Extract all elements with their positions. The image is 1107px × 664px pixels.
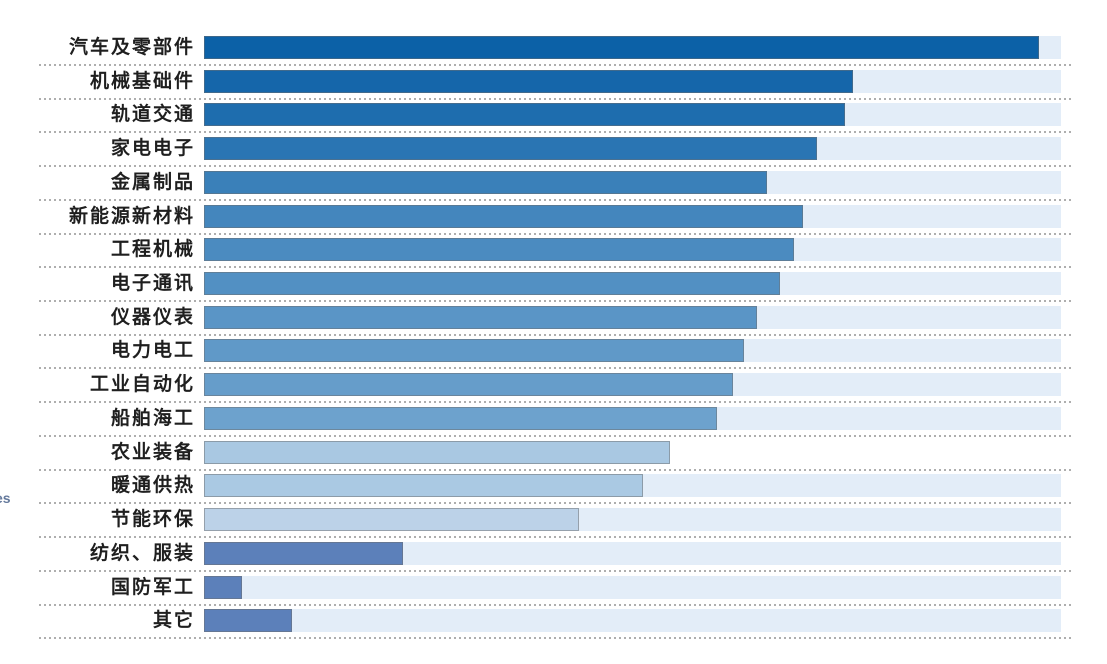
row-separator-dotted-line — [39, 266, 1071, 268]
row-separator-dotted-line — [39, 536, 1071, 538]
category-label: 船舶海工 — [110, 408, 195, 429]
category-label: 国防军工 — [110, 577, 195, 598]
bar-row: 工程机械 — [0, 238, 1107, 272]
category-label: 工程机械 — [110, 239, 195, 260]
bar — [204, 36, 1039, 59]
bar-row: 电力电工 — [0, 339, 1107, 373]
row-separator-dotted-line — [39, 435, 1071, 437]
row-separator-dotted-line — [39, 469, 1071, 471]
bar — [204, 171, 767, 194]
bar-row: 船舶海工 — [0, 407, 1107, 441]
category-label: 工业自动化 — [89, 374, 195, 395]
row-separator-dotted-line — [39, 367, 1071, 369]
row-separator-dotted-line — [39, 98, 1071, 100]
category-label: 电子通讯 — [110, 273, 195, 294]
bar-row: 新能源新材料 — [0, 205, 1107, 239]
bar — [204, 306, 757, 329]
category-label: 金属制品 — [110, 172, 195, 193]
bar — [204, 339, 744, 362]
bar-track — [204, 576, 1061, 599]
clipped-edge-text: es — [0, 490, 11, 506]
row-separator-dotted-line — [39, 502, 1071, 504]
bar-row: 汽车及零部件 — [0, 36, 1107, 70]
bar-track — [204, 609, 1061, 632]
bar-track — [204, 542, 1061, 565]
row-separator-dotted-line — [39, 637, 1071, 639]
bar-row: 金属制品 — [0, 171, 1107, 205]
bar-row: 仪器仪表 — [0, 306, 1107, 340]
row-separator-dotted-line — [39, 199, 1071, 201]
category-label: 家电电子 — [110, 138, 195, 159]
bar — [204, 238, 794, 261]
bar — [204, 272, 780, 295]
bar-row: 暖通供热 — [0, 474, 1107, 508]
row-separator-dotted-line — [39, 570, 1071, 572]
row-separator-dotted-line — [39, 300, 1071, 302]
bar-row: 农业装备 — [0, 441, 1107, 475]
category-label: 节能环保 — [110, 509, 195, 530]
bar — [204, 508, 579, 531]
bar — [204, 205, 803, 228]
bar — [204, 103, 845, 126]
category-label: 机械基础件 — [89, 71, 195, 92]
bar — [204, 576, 242, 599]
bar-row: 节能环保 — [0, 508, 1107, 542]
row-separator-dotted-line — [39, 334, 1071, 336]
bar — [204, 70, 853, 93]
row-separator-dotted-line — [39, 233, 1071, 235]
bar-row: 家电电子 — [0, 137, 1107, 171]
bar-row: 电子通讯 — [0, 272, 1107, 306]
category-label: 电力电工 — [110, 340, 195, 361]
bar-row: 机械基础件 — [0, 70, 1107, 104]
row-separator-dotted-line — [39, 401, 1071, 403]
category-label: 新能源新材料 — [68, 206, 195, 227]
bar-row: 工业自动化 — [0, 373, 1107, 407]
category-label: 暖通供热 — [110, 475, 195, 496]
bar-row: 国防军工 — [0, 576, 1107, 610]
category-label: 其它 — [152, 610, 195, 631]
row-separator-dotted-line — [39, 64, 1071, 66]
bar — [204, 137, 817, 160]
bar — [204, 609, 292, 632]
bar-row: 轨道交通 — [0, 103, 1107, 137]
category-label: 农业装备 — [110, 442, 195, 463]
category-label: 轨道交通 — [110, 104, 195, 125]
bar — [204, 373, 733, 396]
category-label: 仪器仪表 — [110, 307, 195, 328]
bar — [204, 407, 717, 430]
bar — [204, 542, 403, 565]
row-separator-dotted-line — [39, 165, 1071, 167]
category-label: 汽车及零部件 — [68, 37, 195, 58]
bar-row: 其它 — [0, 609, 1107, 643]
bar-row: 纺织、服装 — [0, 542, 1107, 576]
category-label: 纺织、服装 — [89, 543, 195, 564]
row-separator-dotted-line — [39, 131, 1071, 133]
row-separator-dotted-line — [39, 604, 1071, 606]
bar — [204, 474, 643, 497]
bar — [204, 441, 670, 464]
